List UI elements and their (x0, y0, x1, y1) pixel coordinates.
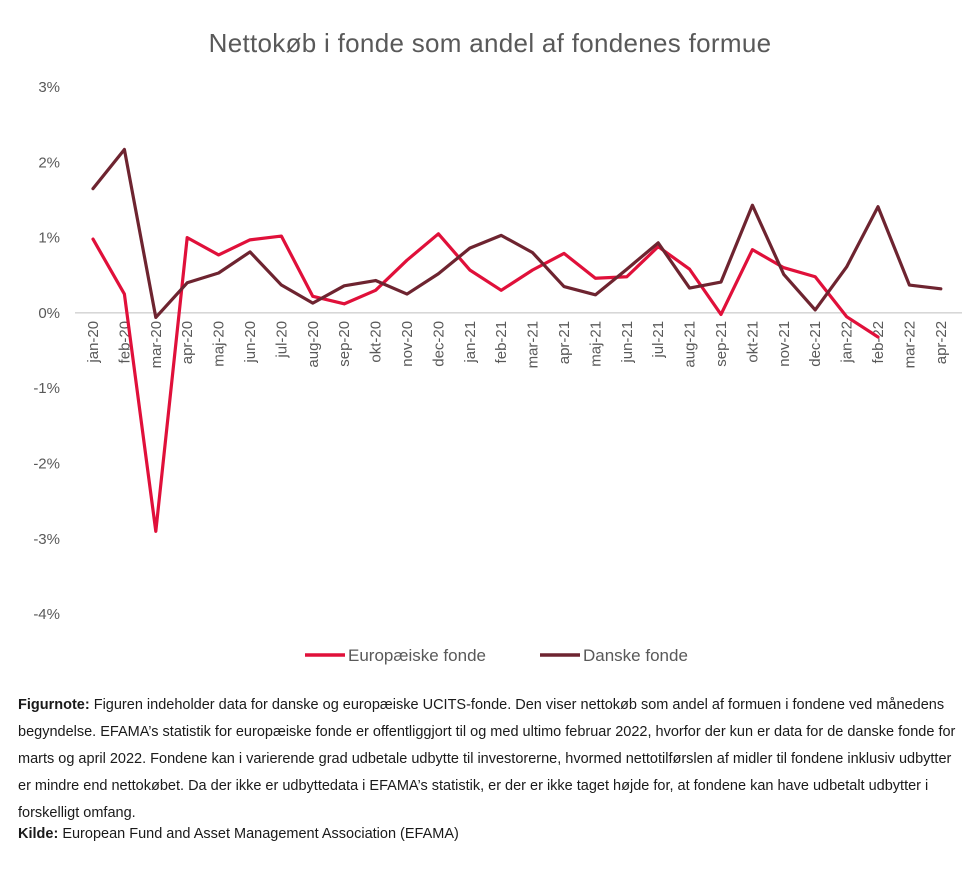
x-tick-label: mar-20 (148, 321, 165, 369)
legend-label-1: Europæiske fonde (348, 646, 486, 665)
source-note: Kilde: European Fund and Asset Managemen… (18, 826, 968, 842)
x-tick-label: okt-21 (744, 321, 761, 363)
x-tick-label: jan-21 (462, 321, 479, 364)
y-tick-label: 2% (38, 154, 60, 171)
x-tick-label: feb-21 (493, 321, 510, 364)
y-tick-label: 1% (38, 230, 60, 247)
y-tick-label: -1% (33, 380, 60, 397)
series-layer (91, 147, 943, 533)
x-tick-label: jul-20 (273, 321, 290, 359)
x-tick-label: mar-21 (525, 321, 542, 369)
x-tick-label: dec-20 (430, 321, 447, 367)
y-tick-label: -2% (33, 456, 60, 473)
x-tick-label: jul-21 (650, 321, 667, 359)
x-tick-label: jan-22 (839, 321, 856, 364)
x-tick-label: apr-22 (933, 321, 950, 364)
x-tick-label: maj-21 (587, 321, 604, 367)
y-tick-label: 3% (38, 79, 60, 96)
y-tick-label: 0% (38, 305, 60, 322)
x-tick-label: maj-20 (211, 321, 228, 367)
y-tick-label: -3% (33, 531, 60, 548)
x-tick-label: sep-21 (713, 321, 730, 367)
figure-note-label: Figurnote: (18, 697, 90, 713)
x-tick-label: nov-20 (399, 321, 416, 367)
x-tick-label: mar-22 (901, 321, 918, 369)
y-axis: 3% 2% 1% 0% -1% -2% -3% -4% (33, 79, 962, 623)
series-line-1 (91, 232, 880, 533)
x-axis: jan-20 feb-20 mar-20 apr-20 maj-20 jun-20 jul-… (85, 321, 950, 369)
figure-note-text: Figuren indeholder data for danske og eu… (18, 697, 956, 821)
series-line-2 (91, 147, 943, 320)
line-chart: 3%2%1%0%-1%-2%-3%-4% jan-20 feb-20 mar-20 a… (33, 79, 962, 665)
source-text: European Fund and Asset Management Assoc… (62, 826, 459, 842)
x-tick-label: apr-21 (556, 321, 573, 364)
source-label: Kilde: (18, 826, 59, 842)
x-tick-label: okt-20 (368, 321, 385, 363)
x-tick-label: dec-21 (807, 321, 824, 367)
x-tick-label: nov-21 (776, 321, 793, 367)
x-tick-label: jun-21 (619, 321, 636, 364)
figure-note: Figurnote: Figuren indeholder data for d… (18, 692, 968, 827)
x-tick-label: sep-20 (336, 321, 353, 367)
x-tick-label: jan-20 (85, 321, 102, 364)
x-tick-label: aug-20 (305, 321, 322, 368)
x-tick-label: feb-22 (870, 321, 887, 364)
legend-label-2: Danske fonde (583, 646, 688, 665)
x-tick-label: apr-20 (179, 321, 196, 364)
x-tick-label: aug-21 (682, 321, 699, 368)
legend: Europæiske fonde Danske fonde (305, 646, 688, 665)
x-tick-label: jun-20 (242, 321, 259, 364)
y-tick-label: -4% (33, 606, 60, 623)
chart-title: Nettokøb i fonde som andel af fondenes f… (208, 28, 772, 58)
